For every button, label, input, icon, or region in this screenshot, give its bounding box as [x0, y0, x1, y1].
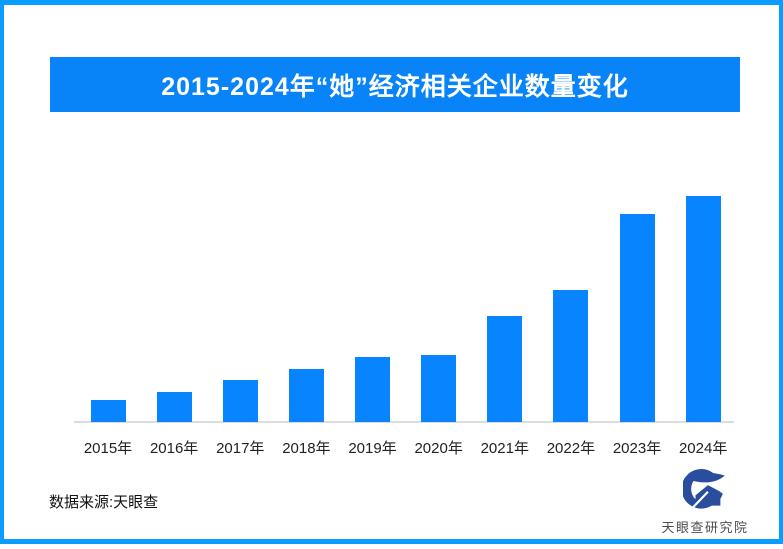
bar-2024年 [685, 196, 721, 422]
bar-2023年 [619, 214, 655, 422]
bar-2015年 [90, 400, 126, 422]
page-title: 2015-2024年“她”经济相关企业数量变化 [161, 72, 629, 101]
bar-2019年 [355, 357, 391, 422]
data-source-label: 数据来源:天眼查 [49, 494, 159, 511]
x-axis-tick-label: 2024年 [678, 440, 728, 457]
brand-block: 天眼查研究院 [659, 467, 751, 536]
x-axis-line [74, 421, 734, 423]
bar-2021年 [487, 316, 523, 422]
x-axis-tick-label: 2019年 [348, 440, 397, 457]
x-axis-tick-label: 2016年 [149, 440, 199, 457]
x-axis-tick-label: 2021年 [480, 440, 529, 457]
tianyancha-logo-icon [683, 469, 725, 509]
x-axis-tick-label: 2017年 [216, 440, 265, 457]
brand-name: 天眼查研究院 [661, 520, 749, 535]
bar-2020年 [421, 355, 457, 422]
bar-2017年 [222, 380, 258, 422]
bar-2016年 [156, 392, 192, 422]
x-axis-tick-label: 2022年 [546, 440, 596, 457]
bar-2018年 [288, 369, 324, 422]
x-axis-tick-label: 2020年 [414, 440, 463, 457]
x-axis-tick-label: 2018年 [282, 440, 331, 457]
x-axis-tick-label: 2015年 [83, 440, 133, 457]
chart-title-banner: 2015-2024年“她”经济相关企业数量变化 [50, 57, 740, 112]
bar-2022年 [553, 290, 589, 422]
x-axis-tick-label: 2023年 [612, 440, 662, 457]
